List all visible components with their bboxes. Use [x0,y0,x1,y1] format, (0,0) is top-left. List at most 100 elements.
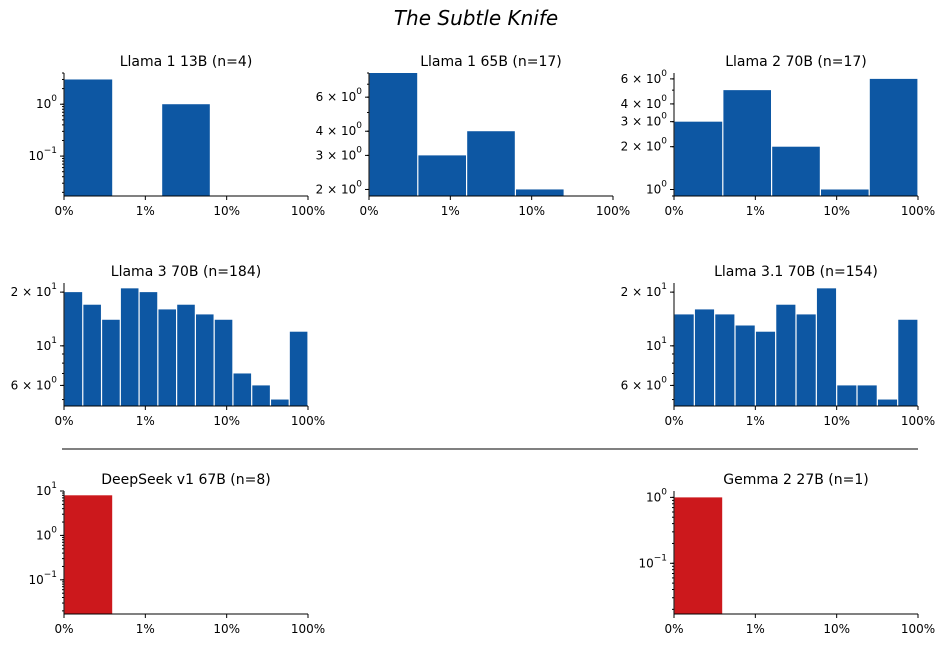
bar [162,104,210,196]
y-tick-label: 10−1 [638,553,667,570]
x-tick-label: 100% [901,414,935,428]
bar [694,309,715,406]
x-tick-label: 0% [54,414,73,428]
bar [467,131,515,196]
bar [772,146,820,196]
x-tick-label: 100% [291,204,325,218]
subplot: Llama 3.1 70B (n=154) 2 × 101 101 6 × 100 0%… [621,264,936,428]
x-tick-label: 0% [664,204,683,218]
x-tick-label: 0% [359,204,378,218]
x-tick-label: 100% [901,622,935,636]
y-tick-label: 6 × 100 [621,68,668,85]
x-tick-label: 1% [746,414,765,428]
bar [289,331,308,406]
bar [64,79,113,196]
bar [776,304,796,406]
subplot-title: Llama 3 70B (n=184) [111,264,261,280]
y-tick-label: 100 [36,94,57,111]
bar [139,292,158,406]
subplot-title: Llama 2 70B (n=17) [725,54,867,70]
y-tick-label: 10−1 [28,569,57,586]
x-tick-label: 100% [901,204,935,218]
bar [674,314,694,406]
bar [735,325,755,406]
bar [120,288,139,406]
y-tick-label: 2 × 100 [621,136,668,153]
y-tick-label: 10−1 [28,146,57,163]
bar [195,314,214,406]
x-tick-label: 0% [54,622,73,636]
y-tick-label: 2 × 100 [316,179,363,196]
x-tick-label: 1% [746,622,765,636]
bar [516,189,564,196]
x-tick-label: 1% [136,204,155,218]
y-tick-label: 6 × 100 [621,375,668,392]
x-tick-label: 100% [291,622,325,636]
subplot-title: Gemma 2 27B (n=1) [723,472,868,488]
y-tick-label: 101 [36,335,57,352]
y-tick-label: 2 × 101 [621,282,667,299]
bar [102,319,120,406]
bar [821,189,869,196]
bar [64,495,113,614]
subplot: Llama 3 70B (n=184) 2 × 101 101 6 × 100 0% 1%… [11,264,326,428]
subplot: Gemma 2 27B (n=1) 100 10−1 0% 1% 10% 100% [638,472,935,636]
bar [816,288,837,406]
y-tick-label: 100 [646,179,667,196]
bar [857,385,877,406]
figure-title: The Subtle Knife [394,6,558,30]
bar [877,399,898,406]
bar [369,73,418,196]
bar [418,155,466,196]
x-tick-label: 0% [664,414,683,428]
subplot-title: Llama 3.1 70B (n=154) [714,264,878,280]
y-tick-label: 100 [646,487,667,504]
x-tick-label: 1% [136,414,155,428]
y-tick-label: 4 × 100 [621,93,668,110]
bar [233,373,252,406]
bar [674,497,723,614]
x-tick-label: 10% [213,204,240,218]
y-tick-label: 101 [646,335,667,352]
bar [177,304,195,406]
y-tick-label: 100 [36,525,57,542]
subplot-title: Llama 1 65B (n=17) [420,54,562,70]
y-tick-label: 3 × 100 [621,111,668,128]
x-tick-label: 1% [441,204,460,218]
bar [715,314,735,406]
subplot: Llama 1 65B (n=17) 6 × 100 4 × 100 3 × 100 2… [316,54,631,218]
bar [158,309,177,406]
bar [252,385,270,406]
x-tick-label: 10% [823,414,850,428]
x-tick-label: 10% [213,414,240,428]
bar [674,121,723,196]
bar [869,78,918,196]
bar [83,304,101,406]
y-tick-label: 101 [36,481,57,498]
bar [796,314,816,406]
bar [64,292,83,406]
bar [755,331,776,406]
x-tick-label: 1% [136,622,155,636]
bar [723,90,771,196]
bar [837,385,857,406]
x-tick-label: 10% [823,622,850,636]
x-tick-label: 0% [54,204,73,218]
y-tick-label: 3 × 100 [316,145,363,162]
y-tick-label: 6 × 100 [11,375,58,392]
bar [214,319,233,406]
x-tick-label: 10% [213,622,240,636]
x-tick-label: 10% [518,204,545,218]
subplot-title: Llama 1 13B (n=4) [120,54,253,70]
bar [271,399,289,406]
x-tick-label: 100% [291,414,325,428]
x-tick-label: 0% [664,622,683,636]
x-tick-label: 10% [823,204,850,218]
y-tick-label: 6 × 100 [316,87,363,104]
y-tick-label: 2 × 101 [11,282,57,299]
subplot: Llama 1 13B (n=4) 100 10−1 0% 1% 10% 100% [28,54,325,218]
y-tick-label: 4 × 100 [316,121,363,138]
